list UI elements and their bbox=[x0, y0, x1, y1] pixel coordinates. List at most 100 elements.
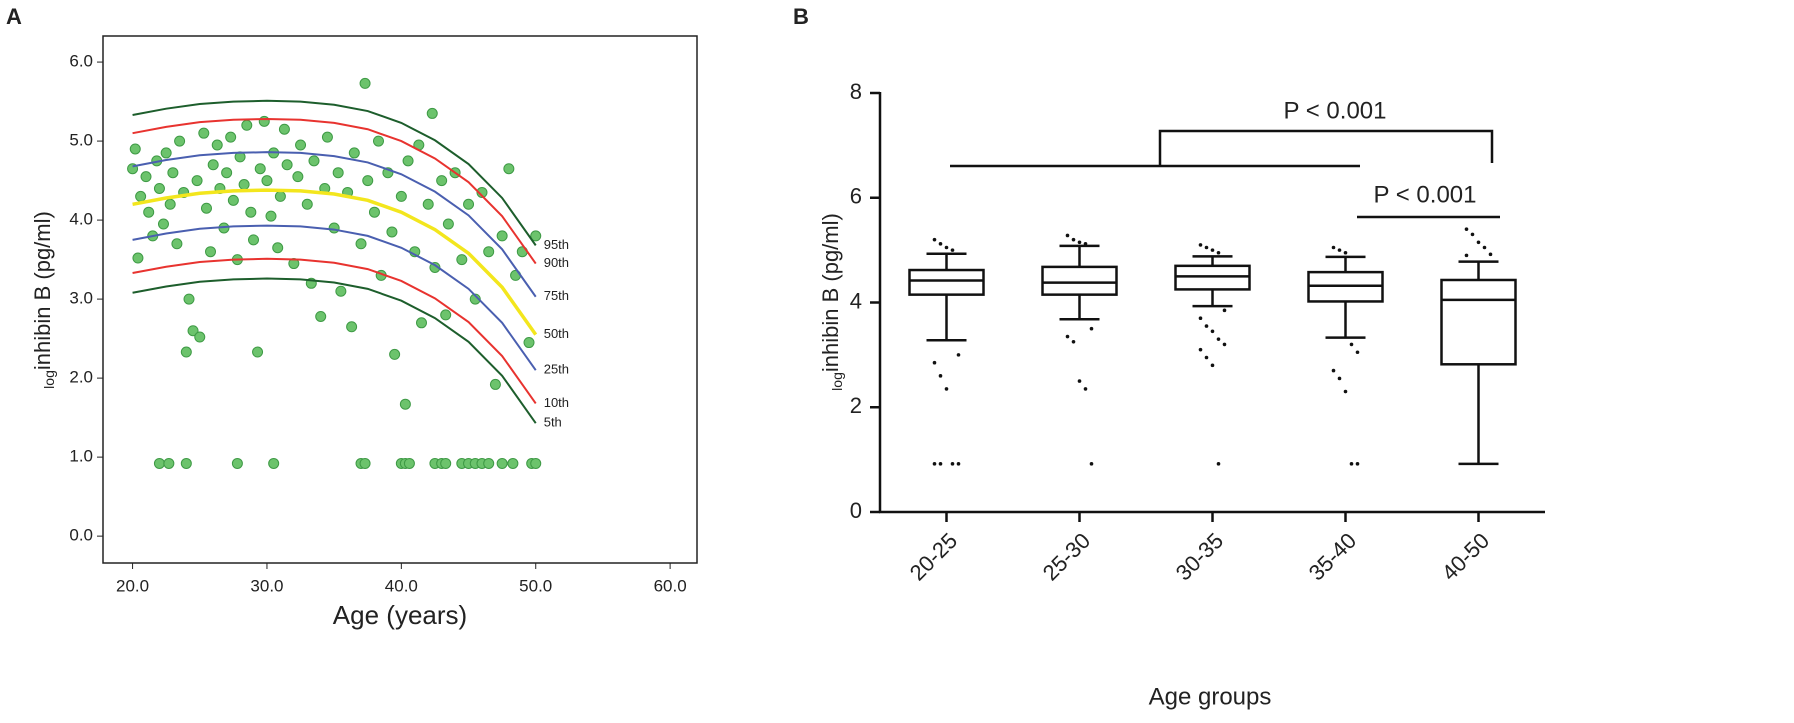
point bbox=[315, 310, 327, 322]
x-tick-label: 30-35 bbox=[1171, 528, 1228, 585]
point bbox=[332, 167, 344, 179]
box bbox=[1041, 265, 1118, 296]
annotation: P < 0.001 bbox=[1284, 97, 1387, 124]
outlier bbox=[932, 360, 937, 365]
point bbox=[426, 107, 438, 119]
point bbox=[362, 175, 374, 187]
point bbox=[254, 163, 266, 175]
y-tick-label: 3.0 bbox=[69, 289, 93, 308]
outlier bbox=[1089, 326, 1094, 331]
point bbox=[530, 457, 542, 469]
point bbox=[442, 218, 454, 230]
y-axis-title-sub: log bbox=[829, 372, 845, 391]
point bbox=[252, 346, 264, 358]
outlier bbox=[1065, 334, 1070, 339]
curve-label: 75th bbox=[544, 288, 569, 303]
point bbox=[261, 175, 273, 187]
point bbox=[456, 254, 468, 266]
percentile-curve bbox=[132, 224, 537, 371]
y-axis-title: loginhibin B (pg/ml) bbox=[30, 211, 57, 389]
outlier bbox=[1222, 342, 1227, 347]
point bbox=[272, 242, 284, 254]
outlier bbox=[1355, 350, 1360, 355]
y-axis-title-main: inhibin B (pg/ml) bbox=[818, 213, 843, 372]
point bbox=[507, 457, 519, 469]
curve-label: 95th bbox=[544, 237, 569, 252]
box bbox=[1440, 278, 1517, 366]
point bbox=[496, 457, 508, 469]
point bbox=[489, 378, 501, 390]
panel-label: A bbox=[6, 4, 22, 29]
point bbox=[227, 194, 239, 206]
outlier bbox=[1204, 355, 1209, 360]
point bbox=[469, 293, 481, 305]
point bbox=[135, 190, 147, 202]
point bbox=[274, 190, 286, 202]
curve-label: 25th bbox=[544, 362, 569, 377]
point bbox=[198, 127, 210, 139]
percentile-curve bbox=[132, 151, 537, 298]
curve-label: 50th bbox=[544, 326, 569, 341]
point bbox=[205, 246, 217, 258]
percentile-curve bbox=[132, 277, 537, 424]
outlier bbox=[1331, 368, 1336, 373]
panel-label: B bbox=[793, 4, 809, 29]
y-tick-label: 8 bbox=[850, 79, 862, 104]
outlier bbox=[956, 462, 961, 466]
outlier bbox=[1349, 462, 1354, 466]
outlier bbox=[1083, 387, 1088, 391]
point bbox=[422, 198, 434, 210]
point bbox=[200, 202, 212, 214]
x-tick-label: 25-30 bbox=[1038, 528, 1095, 585]
point bbox=[153, 182, 165, 194]
outlier bbox=[1198, 347, 1203, 352]
point bbox=[402, 155, 414, 167]
point bbox=[211, 139, 223, 151]
point bbox=[278, 123, 290, 135]
y-tick-label: 2 bbox=[850, 393, 862, 418]
x-axis-title: Age groups bbox=[1149, 683, 1272, 710]
curve-label: 90th bbox=[544, 255, 569, 270]
box bbox=[908, 268, 985, 296]
x-tick-label: 50.0 bbox=[519, 576, 552, 595]
box bbox=[1174, 264, 1251, 291]
outlier bbox=[1089, 462, 1094, 466]
point bbox=[503, 163, 515, 175]
point bbox=[248, 234, 260, 246]
point bbox=[359, 457, 371, 469]
point bbox=[157, 218, 169, 230]
outlier bbox=[1343, 250, 1348, 255]
point bbox=[321, 131, 333, 143]
point bbox=[372, 135, 384, 147]
y-tick-label: 4.0 bbox=[69, 210, 93, 229]
point bbox=[530, 230, 542, 242]
point bbox=[187, 325, 199, 337]
outlier bbox=[932, 462, 937, 466]
x-tick-label: 60.0 bbox=[654, 576, 687, 595]
outlier bbox=[938, 374, 943, 378]
outlier bbox=[938, 462, 943, 466]
point bbox=[225, 131, 237, 143]
point bbox=[183, 293, 195, 305]
point bbox=[180, 457, 192, 469]
point bbox=[355, 238, 367, 250]
annotation: P < 0.001 bbox=[1374, 181, 1477, 208]
point bbox=[292, 171, 304, 183]
outlier bbox=[956, 353, 961, 357]
point bbox=[483, 246, 495, 258]
point bbox=[238, 179, 250, 191]
point bbox=[335, 285, 347, 297]
outlier bbox=[1210, 363, 1215, 368]
point bbox=[440, 309, 452, 321]
outlier bbox=[1210, 329, 1215, 334]
outlier bbox=[944, 387, 949, 391]
point bbox=[483, 457, 495, 469]
point bbox=[476, 186, 488, 198]
outlier bbox=[950, 462, 955, 466]
point bbox=[348, 147, 360, 159]
outlier bbox=[1222, 308, 1227, 313]
point bbox=[399, 398, 411, 410]
point bbox=[153, 457, 165, 469]
